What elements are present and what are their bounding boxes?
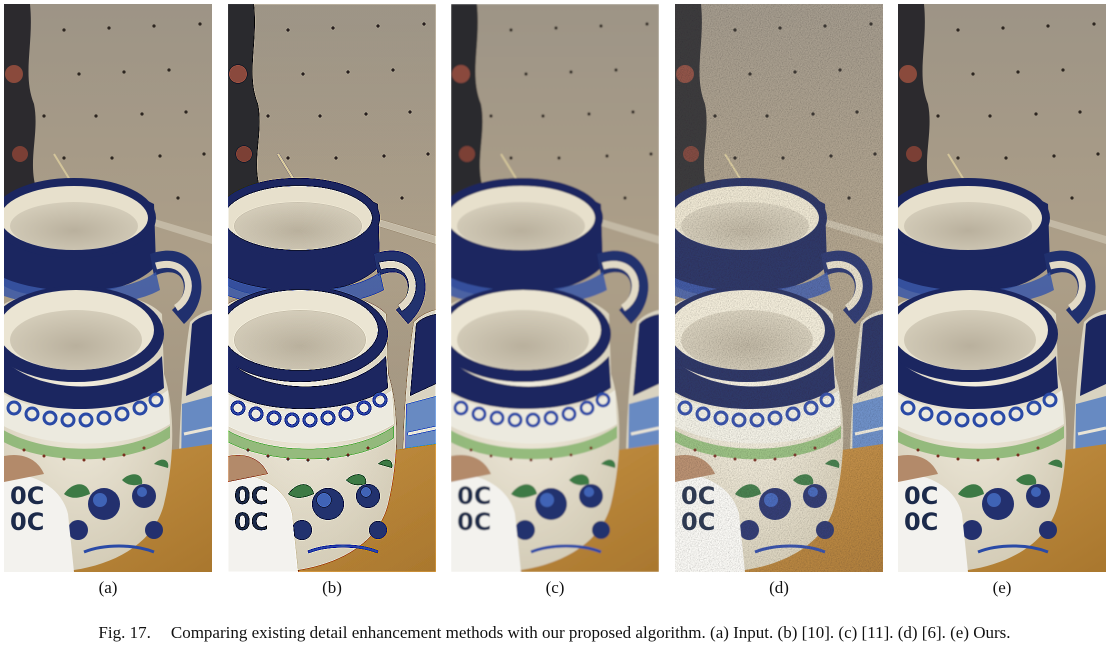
caption-text: Comparing existing detail enhancement me…: [170, 623, 1011, 642]
mug-photo-method-10: [228, 4, 436, 572]
mug-photo-method-6: [675, 4, 883, 572]
figure-caption: Fig. 17. Comparing existing detail enhanc…: [0, 622, 1109, 644]
panel-e-label: (e): [992, 578, 1012, 597]
panel-c-image: [451, 4, 659, 572]
panel-a-image: [4, 4, 212, 572]
panel-c-label: (c): [545, 578, 565, 597]
panel-b-label: (b): [322, 578, 342, 597]
panel-d-label: (d): [769, 578, 789, 597]
panel-e-image: [898, 4, 1106, 572]
mug-photo-input: [4, 4, 212, 572]
figure-number: Fig. 17.: [98, 623, 151, 642]
mug-photo-ours: [898, 4, 1106, 572]
panel-d-image: [675, 4, 883, 572]
panel-a-label: (a): [98, 578, 118, 597]
mug-photo-method-11: [451, 4, 659, 572]
panel-b-image: [228, 4, 436, 572]
